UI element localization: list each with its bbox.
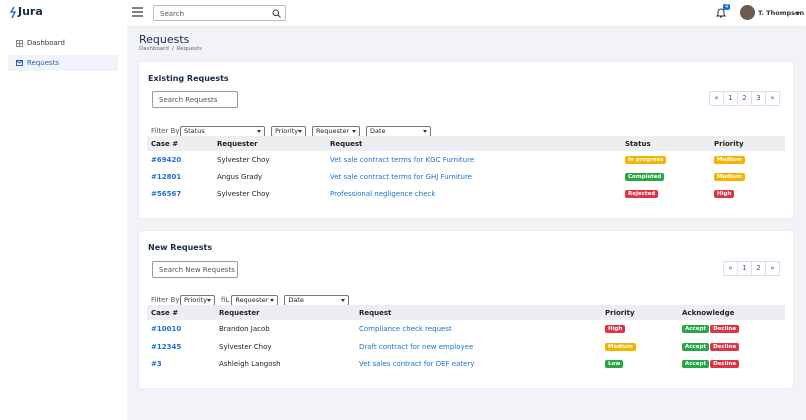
dashboard-icon — [16, 40, 23, 47]
column-header: Case # — [151, 140, 179, 148]
action-button[interactable]: Decline — [710, 343, 740, 351]
column-header: Requester — [217, 140, 258, 148]
user-caret — [796, 12, 800, 17]
action-button[interactable]: Accept — [682, 325, 710, 333]
card-title: New Requests — [148, 243, 213, 252]
requester: Brandon Jacob — [219, 325, 270, 333]
case-link[interactable]: #56567 — [151, 190, 182, 198]
page-link[interactable]: 3 — [751, 91, 766, 106]
logo-icon — [9, 6, 17, 19]
requester: Ashleigh Langosh — [219, 360, 281, 368]
requester: Sylvester Choy — [217, 156, 270, 164]
card-title: Existing Requests — [148, 74, 229, 83]
brand: Jura — [18, 5, 43, 18]
breadcrumb-item: / — [171, 46, 174, 52]
requester: Sylvester Choy — [219, 343, 272, 351]
status-badge: Medium — [714, 173, 745, 181]
user-name[interactable]: T. Thompson — [758, 9, 805, 17]
page-link[interactable]: » — [765, 261, 780, 276]
case-link[interactable]: #3 — [151, 360, 162, 368]
case-link[interactable]: #10010 — [151, 325, 182, 333]
page-link[interactable]: 1 — [723, 91, 738, 106]
page-link[interactable]: 1 — [737, 261, 752, 276]
column-header: Request — [330, 140, 363, 148]
action-button[interactable]: Accept — [682, 343, 710, 351]
existing-requests-card: Existing Requests Search Requests «1 2 3» Fil… — [139, 62, 793, 218]
page-title: Requests — [139, 33, 190, 46]
status-badge: Rejected — [625, 190, 659, 198]
request-link[interactable]: Vet sale contract terms for KGC Furnitur… — [330, 156, 475, 164]
filter-label: Filter By: — [151, 127, 182, 135]
notification-badge: 4 — [723, 4, 731, 10]
status-badge: Low — [605, 360, 624, 368]
page-link[interactable]: « — [709, 91, 724, 106]
nav-active — [8, 55, 118, 71]
requests-icon — [16, 60, 23, 66]
page-link[interactable]: 2 — [737, 91, 752, 106]
request-link[interactable]: Draft contract for new employee — [359, 343, 474, 351]
filter-label: fiL — [221, 296, 230, 304]
case-link[interactable]: #12345 — [151, 343, 182, 351]
column-header: Priority — [714, 140, 744, 148]
request-link[interactable]: Vet sale contract terms for GHJ Furnitur… — [330, 173, 472, 181]
status-badge: Medium — [605, 343, 636, 351]
page-link[interactable]: » — [765, 91, 780, 106]
action-button[interactable]: Decline — [710, 360, 740, 368]
search-placeholder: Search — [160, 10, 185, 18]
request-link[interactable]: Vet sales contract for DEF eatery — [359, 360, 475, 368]
search-box[interactable]: Search — [153, 5, 286, 21]
avatar[interactable] — [740, 5, 755, 20]
action-button[interactable]: Decline — [710, 325, 740, 333]
breadcrumb-item[interactable]: Dashboard — [139, 46, 169, 52]
status-badge: High — [714, 190, 735, 198]
action-button[interactable]: Accept — [682, 360, 710, 368]
column-header: Priority — [605, 309, 635, 317]
top-bar: Jura Search 4 T. Thompson — [0, 0, 806, 26]
column-header: Acknowledge — [682, 309, 735, 317]
bell-icon[interactable] — [716, 7, 726, 18]
page-link[interactable]: 2 — [751, 261, 766, 276]
requester: Sylvester Choy — [217, 190, 270, 198]
request-link[interactable]: Professional negligence check — [330, 190, 436, 198]
new-requests-card: New Requests Search New Requests «1 2» Filte… — [139, 231, 793, 388]
column-header: Status — [625, 140, 651, 148]
filter-label: Filter By: — [151, 296, 182, 304]
sidebar: Dashboard Requests — [0, 26, 127, 420]
requester: Angus Grady — [217, 173, 263, 181]
status-badge: High — [605, 325, 626, 333]
menu-toggle[interactable] — [132, 7, 143, 17]
case-link[interactable]: #12801 — [151, 173, 182, 181]
request-link[interactable]: Compliance check request — [359, 325, 452, 333]
breadcrumb-item: Requests — [176, 46, 202, 52]
case-link[interactable]: #69420 — [151, 156, 182, 164]
status-badge: Completed — [625, 173, 665, 181]
table-header — [147, 305, 785, 320]
search-icon — [272, 9, 281, 18]
status-badge: Medium — [714, 156, 745, 164]
page-link[interactable]: « — [723, 261, 738, 276]
column-header: Case # — [151, 309, 179, 317]
nav-item[interactable]: Dashboard — [27, 39, 65, 47]
column-header: Request — [359, 309, 392, 317]
status-badge: In progress — [625, 156, 667, 164]
table-header — [147, 136, 785, 151]
search-input[interactable]: Search New Requests — [152, 261, 238, 278]
column-header: Requester — [219, 309, 260, 317]
nav-item[interactable]: Requests — [27, 59, 60, 67]
search-input[interactable]: Search Requests — [152, 91, 238, 108]
